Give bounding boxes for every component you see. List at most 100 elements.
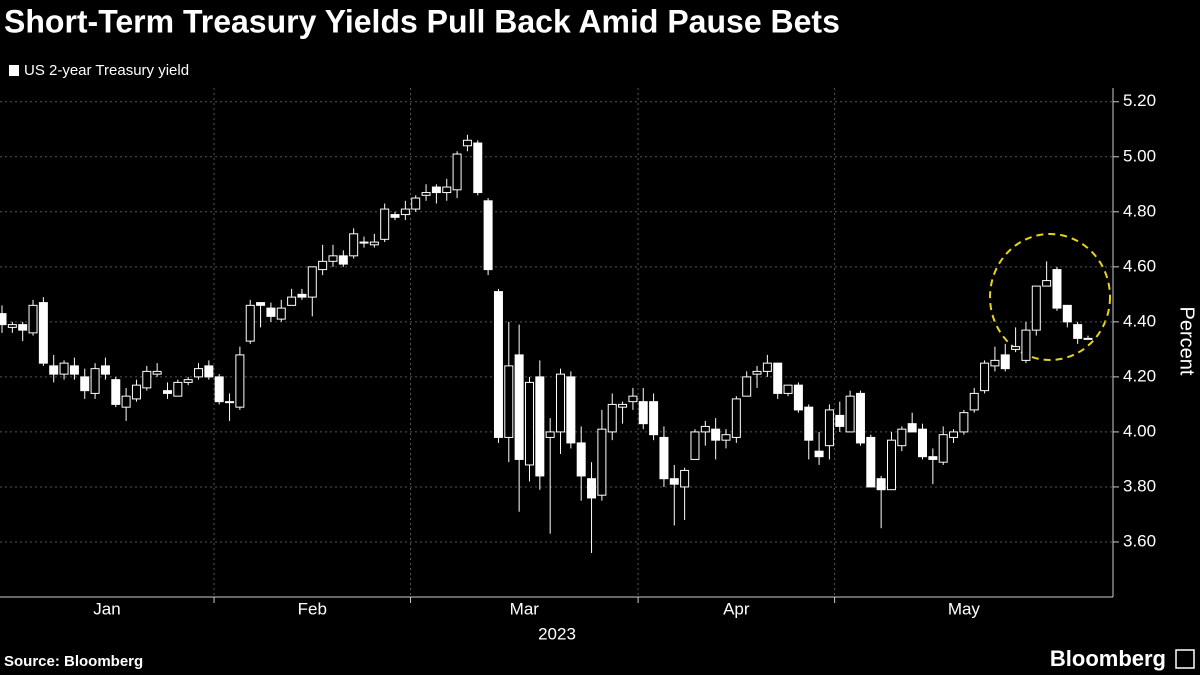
candle-body	[28, 304, 38, 334]
candle-body	[328, 255, 338, 262]
candle-body	[628, 395, 638, 403]
candle-body	[1062, 304, 1072, 323]
candle-body	[566, 376, 576, 444]
candle-body	[835, 414, 845, 427]
candle-body	[524, 381, 534, 466]
candle-body	[162, 390, 172, 394]
candle-body	[7, 324, 17, 328]
candle-body	[380, 208, 390, 240]
candle-body	[473, 142, 483, 194]
candle-body	[0, 313, 7, 326]
candle-body	[100, 365, 110, 375]
candle-body	[886, 439, 896, 491]
candle-body	[731, 398, 741, 438]
candle-body	[245, 304, 255, 342]
candle-body	[762, 362, 772, 372]
candle-body	[359, 241, 369, 244]
legend-label: US 2-year Treasury yield	[24, 62, 189, 79]
candle-body	[194, 368, 204, 378]
candle-body	[721, 434, 731, 441]
candle-body	[1052, 269, 1062, 309]
y-axis-label: Percent	[1176, 307, 1198, 376]
candle-body	[845, 395, 855, 433]
candle-body	[1021, 329, 1031, 361]
candle-body	[752, 370, 762, 375]
candle-body	[959, 412, 969, 433]
candle-body	[649, 401, 659, 436]
candle-body	[1083, 337, 1093, 340]
candle-body	[1031, 285, 1041, 331]
x-tick-label: Apr	[723, 599, 750, 618]
candle-body	[287, 296, 297, 306]
candle-body	[576, 442, 586, 477]
candle-body	[700, 425, 710, 433]
candle-body	[462, 139, 472, 147]
chart-title: Short-Term Treasury Yields Pull Back Ami…	[4, 3, 840, 39]
candle-body	[990, 359, 1000, 367]
candle-body	[597, 428, 607, 496]
candle-body	[1000, 354, 1010, 370]
candle-body	[349, 233, 359, 257]
candle-body	[638, 401, 648, 425]
y-tick-label: 5.00	[1123, 146, 1156, 165]
candle-body	[907, 423, 917, 433]
y-tick-label: 4.60	[1123, 256, 1156, 275]
candle-body	[980, 362, 990, 392]
candle-body	[431, 186, 441, 194]
brand: Bloomberg	[1050, 646, 1166, 671]
candle-body	[1042, 280, 1052, 287]
candle-body	[897, 428, 907, 447]
candle-body	[225, 401, 235, 404]
candle-body	[173, 381, 183, 397]
candle-body	[121, 395, 131, 408]
candle-body	[783, 384, 793, 394]
candle-body	[400, 208, 410, 216]
candle-body	[266, 307, 276, 317]
candle-body	[1073, 324, 1083, 339]
x-tick-label: Feb	[298, 599, 327, 618]
candle-body	[773, 362, 783, 394]
candle-body	[535, 376, 545, 477]
candle-body	[214, 376, 224, 403]
candle-body	[680, 469, 690, 488]
candle-body	[142, 370, 152, 389]
candle-body	[276, 307, 286, 320]
y-tick-label: 4.20	[1123, 366, 1156, 385]
candle-body	[824, 409, 834, 447]
candle-body	[876, 478, 886, 491]
candle-body	[938, 434, 948, 463]
candle-body	[556, 373, 566, 433]
candle-body	[928, 456, 938, 460]
candle-body	[483, 200, 493, 271]
candle-body	[587, 478, 597, 499]
candle-body	[607, 403, 617, 433]
candle-body	[452, 153, 462, 191]
y-tick-label: 5.20	[1123, 91, 1156, 110]
candle-body	[949, 431, 959, 438]
candle-body	[690, 431, 700, 460]
candle-body	[1011, 346, 1021, 350]
candle-body	[545, 431, 555, 438]
candle-body	[69, 365, 79, 375]
candle-body	[390, 214, 400, 218]
candle-body	[969, 392, 979, 411]
candle-body	[18, 324, 28, 331]
candle-body	[411, 197, 421, 210]
candle-body	[814, 450, 824, 458]
highlight-circle	[989, 233, 1111, 361]
candle-body	[493, 291, 503, 438]
candle-body	[442, 186, 452, 194]
candle-body	[183, 379, 193, 383]
candle-body	[742, 376, 752, 397]
x-tick-label: May	[948, 599, 981, 618]
candle-body	[49, 365, 59, 375]
candle-body	[256, 302, 266, 306]
candle-body	[918, 428, 928, 458]
brand-icon	[1175, 649, 1195, 669]
candle-body	[307, 266, 317, 298]
candle-body	[338, 255, 348, 265]
candle-body	[855, 392, 865, 444]
x-axis-label: 2023	[538, 624, 576, 643]
